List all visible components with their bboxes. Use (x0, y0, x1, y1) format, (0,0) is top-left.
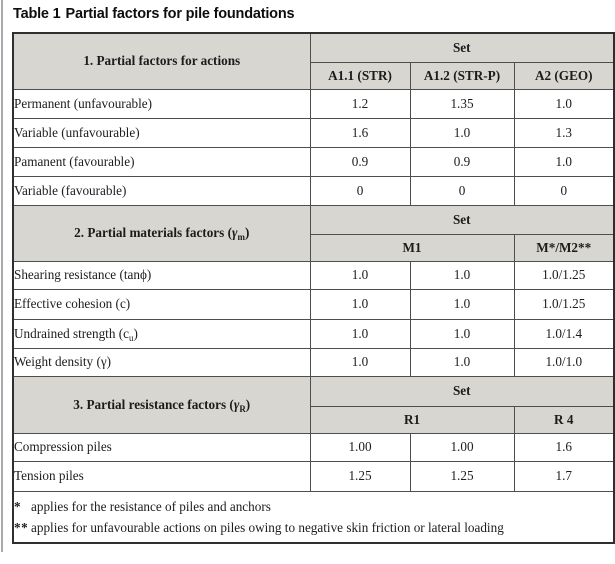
value-cell: 1.00 (309, 432, 411, 462)
value-cell: 0.9 (409, 146, 515, 177)
row-label: Permanent (unfavourable) (12, 88, 311, 119)
value-cell: 1.0 (409, 288, 515, 320)
value-cell: 0 (309, 175, 411, 206)
value-cell: 1.35 (409, 88, 515, 119)
value-cell: 1.0/1.0 (513, 347, 615, 377)
section-1-header-cell: 1. Partial factors for actions (12, 32, 311, 90)
col-header-a2-geo: A2 (GEO) (513, 61, 615, 90)
value-cell: 1.0 (309, 288, 411, 320)
footnote-marker: ** (14, 519, 29, 535)
table-row: Effective cohesion (c) 1.0 1.0 1.0/1.25 (12, 288, 615, 320)
value-cell: 0.9 (309, 146, 411, 177)
table-row: Shearing resistance (tanϕ) 1.0 1.0 1.0/1… (12, 260, 615, 290)
value-cell: 1.0/1.25 (513, 260, 615, 290)
value-cell: 1.0/1.25 (513, 288, 615, 320)
value-cell: 1.6 (513, 432, 615, 462)
value-cell: 1.0 (309, 318, 411, 349)
value-cell: 1.6 (309, 117, 411, 148)
table-row: Weight density (γ) 1.0 1.0 1.0/1.0 (12, 347, 615, 377)
value-cell: 1.0 (409, 318, 515, 349)
footnote-marker: * (14, 498, 22, 514)
value-cell: 0 (409, 175, 515, 206)
value-cell: 1.25 (409, 460, 515, 492)
value-cell: 1.0 (309, 347, 411, 377)
col-header-m-m2: M*/M2** (513, 233, 615, 262)
value-cell: 1.7 (513, 460, 615, 492)
col-header-a1-1-str: A1.1 (STR) (309, 61, 411, 90)
footnote-line: ** applies for unfavourable actions on pi… (14, 517, 613, 538)
value-cell: 1.25 (309, 460, 411, 492)
table-number: Table 1 (13, 6, 61, 22)
footnote-row: * applies for the resistance of piles and… (12, 490, 615, 544)
value-cell: 1.0 (409, 347, 515, 377)
table-title-text: Partial factors for pile foundations (65, 6, 295, 22)
value-cell: 1.0/1.4 (513, 318, 615, 349)
set-label-cell: Set (309, 32, 615, 63)
col-header-r1: R1 (309, 405, 515, 434)
set-label-cell: Set (309, 375, 615, 407)
section-2-subheader-row: M1 M*/M2** (13, 233, 615, 262)
table-row: Compression piles 1.00 1.00 1.6 (12, 432, 615, 462)
row-label: Shearing resistance (tanϕ) (12, 260, 311, 290)
set-label-cell: Set (309, 204, 615, 235)
section-1-header-row: 1. Partial factors for actions Set (12, 32, 615, 90)
col-header-m1: M1 (309, 233, 515, 262)
row-label: Weight density (γ) (12, 347, 311, 377)
page-edge-line (1, 0, 3, 552)
row-label: Tension piles (12, 460, 311, 492)
value-cell: 1.0 (513, 146, 615, 177)
value-cell: 1.0 (409, 260, 515, 290)
value-cell: 1.0 (409, 117, 515, 148)
table-caption: Table 1 Partial factors for pile foundati… (13, 6, 295, 22)
col-header-a1-2-str-p: A1.2 (STR-P) (409, 61, 515, 90)
section-2-header-cell: 2. Partial materials factors (γm) (12, 204, 311, 262)
footnote-line: * applies for the resistance of piles and… (14, 496, 613, 517)
value-cell: 0 (513, 175, 615, 206)
section-3-subheader-row: R1 R 4 (13, 405, 615, 434)
value-cell: 1.3 (513, 117, 615, 148)
table-row: Permanent (unfavourable) 1.2 1.35 1.0 (12, 88, 615, 119)
row-label: Undrained strength (cu) (12, 318, 311, 349)
value-cell: 1.0 (309, 260, 411, 290)
value-cell: 1.00 (409, 432, 515, 462)
partial-factors-table: 1. Partial factors for actions Set A1.1 … (12, 32, 615, 544)
col-header-r4: R 4 (513, 405, 615, 434)
row-label: Effective cohesion (c) (12, 288, 311, 320)
table-row: Undrained strength (cu) 1.0 1.0 1.0/1.4 (12, 318, 615, 349)
table-row: Pamanent (favourable) 0.9 0.9 1.0 (12, 146, 615, 177)
row-label: Variable (favourable) (12, 175, 311, 206)
table-row: Variable (favourable) 0 0 0 (12, 175, 615, 206)
row-label: Compression piles (12, 432, 311, 462)
value-cell: 1.2 (309, 88, 411, 119)
row-label: Variable (unfavourable) (12, 117, 311, 148)
section-3-header-cell: 3. Partial resistance factors (γR) (12, 375, 311, 434)
section-3-header-row: 3. Partial resistance factors (γR) Set (12, 375, 615, 434)
footnote-text: applies for the resistance of piles and … (31, 498, 271, 514)
value-cell: 1.0 (513, 88, 615, 119)
table-row: Tension piles 1.25 1.25 1.7 (12, 460, 615, 492)
footnote-cell: * applies for the resistance of piles and… (12, 490, 615, 544)
section-2-header-row: 2. Partial materials factors (γm) Set (12, 204, 615, 262)
table-row: Variable (unfavourable) 1.6 1.0 1.3 (12, 117, 615, 148)
footnote-text: applies for unfavourable actions on pile… (31, 519, 504, 535)
section-1-subheader-row: A1.1 (STR) A1.2 (STR-P) A2 (GEO) (13, 61, 615, 90)
row-label: Pamanent (favourable) (12, 146, 311, 177)
